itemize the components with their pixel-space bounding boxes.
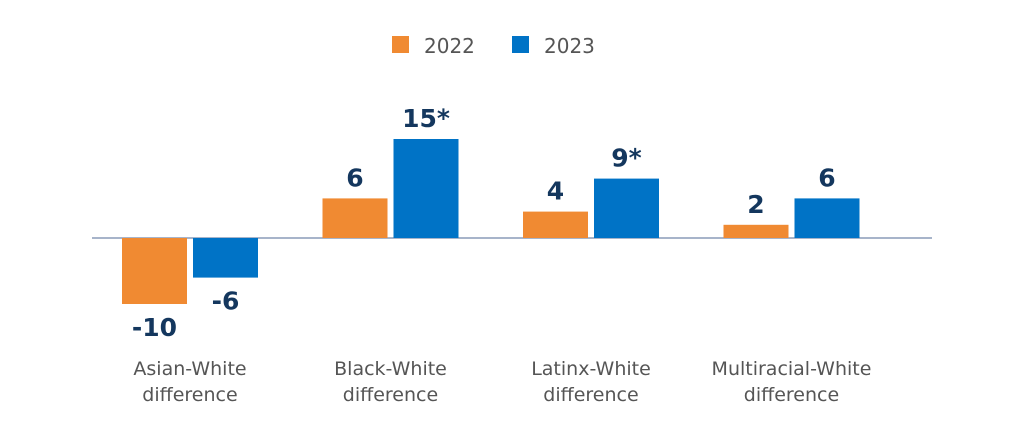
category-label-1-line-0: Black-White (334, 358, 447, 380)
bar-2023-3 (794, 198, 860, 238)
legend-swatch-2023 (512, 36, 529, 53)
data-label-2023-1: 15* (402, 104, 450, 133)
data-label-2022-0: -10 (132, 313, 177, 342)
bar-2022-0 (122, 238, 187, 304)
legend-label-2023: 2023 (544, 34, 595, 58)
category-label-1-line-1: difference (343, 384, 438, 406)
bar-2022-2 (523, 211, 588, 238)
legend-swatch-2022 (392, 36, 409, 53)
category-label-0-line-1: difference (142, 384, 237, 406)
bar-2023-2 (594, 178, 659, 238)
data-label-2022-1: 6 (346, 163, 363, 192)
category-label-2-line-1: difference (543, 384, 638, 406)
data-label-2023-3: 6 (818, 163, 835, 192)
category-label-3-line-0: Multiracial-White (712, 358, 872, 380)
bar-2022-1 (322, 198, 388, 238)
data-label-2022-2: 4 (547, 177, 564, 206)
data-label-2022-3: 2 (747, 190, 764, 219)
category-label-0-line-0: Asian-White (133, 358, 246, 380)
data-label-2023-0: -6 (212, 287, 240, 316)
bar-2022-3 (723, 224, 789, 238)
legend-label-2022: 2022 (424, 34, 475, 58)
category-label-3-line-1: difference (744, 384, 839, 406)
data-label-2023-2: 9* (611, 144, 641, 173)
bar-2023-0 (193, 238, 258, 278)
category-label-2-line-0: Latinx-White (531, 358, 651, 380)
bar-2023-1 (393, 139, 459, 238)
